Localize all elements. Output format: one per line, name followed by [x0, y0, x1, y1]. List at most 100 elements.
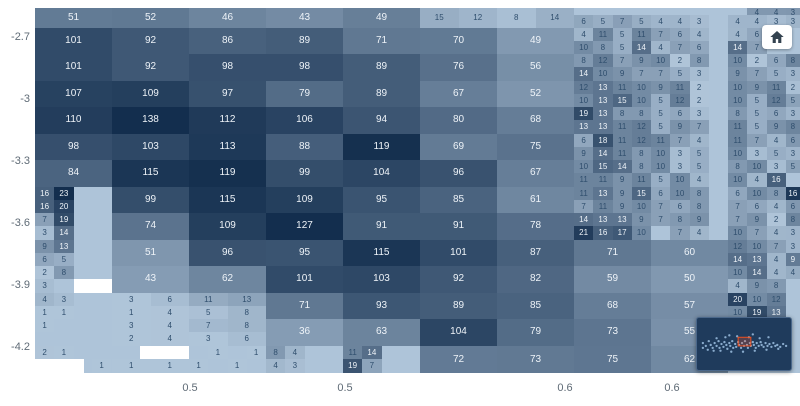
heatmap-cell[interactable]: 10 [728, 93, 748, 107]
heatmap-cell[interactable]: 7 [612, 14, 632, 28]
heatmap-cell[interactable]: 1 [227, 358, 247, 373]
heatmap-cell[interactable]: 13 [593, 93, 613, 107]
heatmap-cell[interactable]: 92 [420, 266, 497, 293]
heatmap-cell[interactable]: 10 [747, 239, 767, 253]
heatmap-cell[interactable]: 103 [112, 133, 189, 160]
heatmap-cell[interactable]: 8 [574, 54, 594, 68]
heatmap-cell[interactable]: 5 [747, 107, 767, 121]
heatmap-cell[interactable]: 16 [35, 186, 55, 200]
heatmap-cell[interactable]: 4 [150, 332, 189, 346]
heatmap-cell[interactable]: 9 [612, 199, 632, 213]
heatmap-cell[interactable]: 2 [766, 213, 786, 227]
heatmap-cell[interactable]: 9 [785, 252, 800, 266]
heatmap-cell[interactable]: 9 [689, 213, 709, 227]
heatmap-cell[interactable]: 67 [420, 80, 497, 107]
heatmap-cell[interactable]: 97 [189, 80, 266, 107]
heatmap-cell[interactable]: 11 [612, 133, 632, 147]
heatmap-cell[interactable]: 9 [612, 173, 632, 187]
heatmap-cell[interactable]: 2 [785, 80, 800, 94]
heatmap-cell[interactable]: 13 [593, 213, 613, 227]
heatmap-cell[interactable]: 4 [766, 252, 786, 266]
heatmap-cell[interactable]: 15 [593, 160, 613, 174]
heatmap-cell[interactable]: 15 [612, 93, 632, 107]
heatmap-cell[interactable]: 7 [651, 67, 671, 81]
heatmap-cell[interactable]: 2 [689, 93, 709, 107]
heatmap-cell[interactable]: 4 [766, 226, 786, 240]
heatmap-cell[interactable]: 16 [35, 199, 55, 213]
heatmap-cell[interactable]: 13 [766, 305, 786, 319]
heatmap-cell[interactable]: 138 [112, 107, 189, 134]
heatmap-cell[interactable]: 18 [593, 133, 613, 147]
heatmap-cell[interactable]: 20 [54, 199, 74, 213]
heatmap-cell[interactable]: 71 [574, 239, 651, 266]
heatmap-cell[interactable]: 6 [766, 107, 786, 121]
heatmap-cell[interactable]: 89 [343, 54, 420, 81]
heatmap-cell[interactable]: 16 [785, 186, 800, 200]
heatmap-cell[interactable]: 8 [631, 107, 651, 121]
heatmap-cell[interactable]: 4 [651, 40, 671, 54]
heatmap-cell[interactable]: 4 [689, 27, 709, 41]
heatmap-cell[interactable]: 1 [189, 358, 209, 373]
heatmap-cell[interactable]: 1 [246, 345, 266, 359]
heatmap-cell[interactable]: 6 [670, 27, 690, 41]
heatmap-cell[interactable]: 84 [35, 160, 112, 187]
heatmap-cell[interactable]: 49 [343, 8, 420, 28]
heatmap-cell[interactable]: 5 [651, 93, 671, 107]
heatmap-cell[interactable]: 4 [266, 358, 286, 373]
heatmap-cell[interactable]: 4 [574, 27, 594, 41]
heatmap-cell[interactable]: 3 [670, 160, 690, 174]
heatmap-cell[interactable]: 3 [785, 67, 800, 81]
heatmap-cell[interactable]: 3 [112, 319, 151, 333]
heatmap-cell[interactable]: 75 [497, 133, 574, 160]
heatmap-cell[interactable]: 56 [497, 54, 574, 81]
heatmap-cell[interactable]: 6 [785, 199, 800, 213]
heatmap-cell[interactable]: 7 [670, 40, 690, 54]
heatmap-cell[interactable]: 8 [266, 345, 286, 359]
heatmap-cell[interactable]: 14 [631, 40, 651, 54]
heatmap-cell[interactable]: 10 [747, 160, 767, 174]
heatmap-cell[interactable]: 9 [631, 54, 651, 68]
heatmap-cell[interactable]: 107 [35, 80, 112, 107]
heatmap-cell[interactable]: 10 [574, 160, 594, 174]
heatmap-cell[interactable]: 5 [785, 160, 800, 174]
heatmap-cell[interactable]: 7 [35, 213, 55, 227]
heatmap-cell[interactable]: 2 [747, 54, 767, 68]
heatmap-cell[interactable]: 6 [747, 199, 767, 213]
heatmap-cell[interactable]: 92 [112, 27, 189, 54]
heatmap-cell[interactable]: 71 [266, 292, 343, 319]
heatmap-cell[interactable]: 4 [651, 14, 671, 28]
heatmap-cell[interactable]: 9 [766, 120, 786, 134]
heatmap-cell[interactable]: 91 [420, 213, 497, 240]
heatmap-cell[interactable]: 101 [266, 266, 343, 293]
heatmap-cell[interactable]: 98 [35, 133, 112, 160]
heatmap-cell[interactable]: 10 [728, 54, 748, 68]
heatmap-cell[interactable]: 10 [670, 173, 690, 187]
heatmap-cell[interactable]: 62 [189, 266, 266, 293]
heatmap-cell[interactable]: 23 [54, 186, 74, 200]
heatmap-cell[interactable]: 8 [785, 54, 800, 68]
heatmap-cell[interactable]: 14 [54, 226, 74, 240]
heatmap-cell[interactable]: 3 [689, 14, 709, 28]
heatmap-cell[interactable]: 14 [728, 252, 748, 266]
heatmap-cell[interactable]: 8 [766, 186, 786, 200]
heatmap-cell[interactable]: 5 [631, 14, 651, 28]
heatmap-cell[interactable]: 96 [420, 160, 497, 187]
heatmap-cell[interactable]: 5 [670, 67, 690, 81]
heatmap-cell[interactable]: 10 [631, 199, 651, 213]
heatmap-cell[interactable]: 12 [670, 93, 690, 107]
heatmap-cell[interactable]: 7 [189, 319, 228, 333]
heatmap-cell[interactable]: 1 [112, 305, 151, 319]
heatmap-cell[interactable]: 6 [574, 14, 594, 28]
heatmap-cell[interactable]: 73 [574, 319, 651, 346]
heatmap-cell[interactable]: 1 [92, 358, 112, 373]
heatmap-cell[interactable]: 2 [35, 266, 55, 280]
heatmap-cell[interactable]: 16 [766, 173, 786, 187]
heatmap-cell[interactable]: 4 [728, 279, 748, 293]
heatmap-cell[interactable]: 115 [112, 160, 189, 187]
heatmap-cell[interactable]: 75 [574, 345, 651, 373]
heatmap-cell[interactable]: 16 [593, 226, 613, 240]
heatmap-cell[interactable]: 68 [497, 107, 574, 134]
heatmap-cell[interactable]: 59 [574, 266, 651, 293]
heatmap-cell[interactable]: 89 [343, 80, 420, 107]
heatmap-cell[interactable]: 10 [728, 80, 748, 94]
